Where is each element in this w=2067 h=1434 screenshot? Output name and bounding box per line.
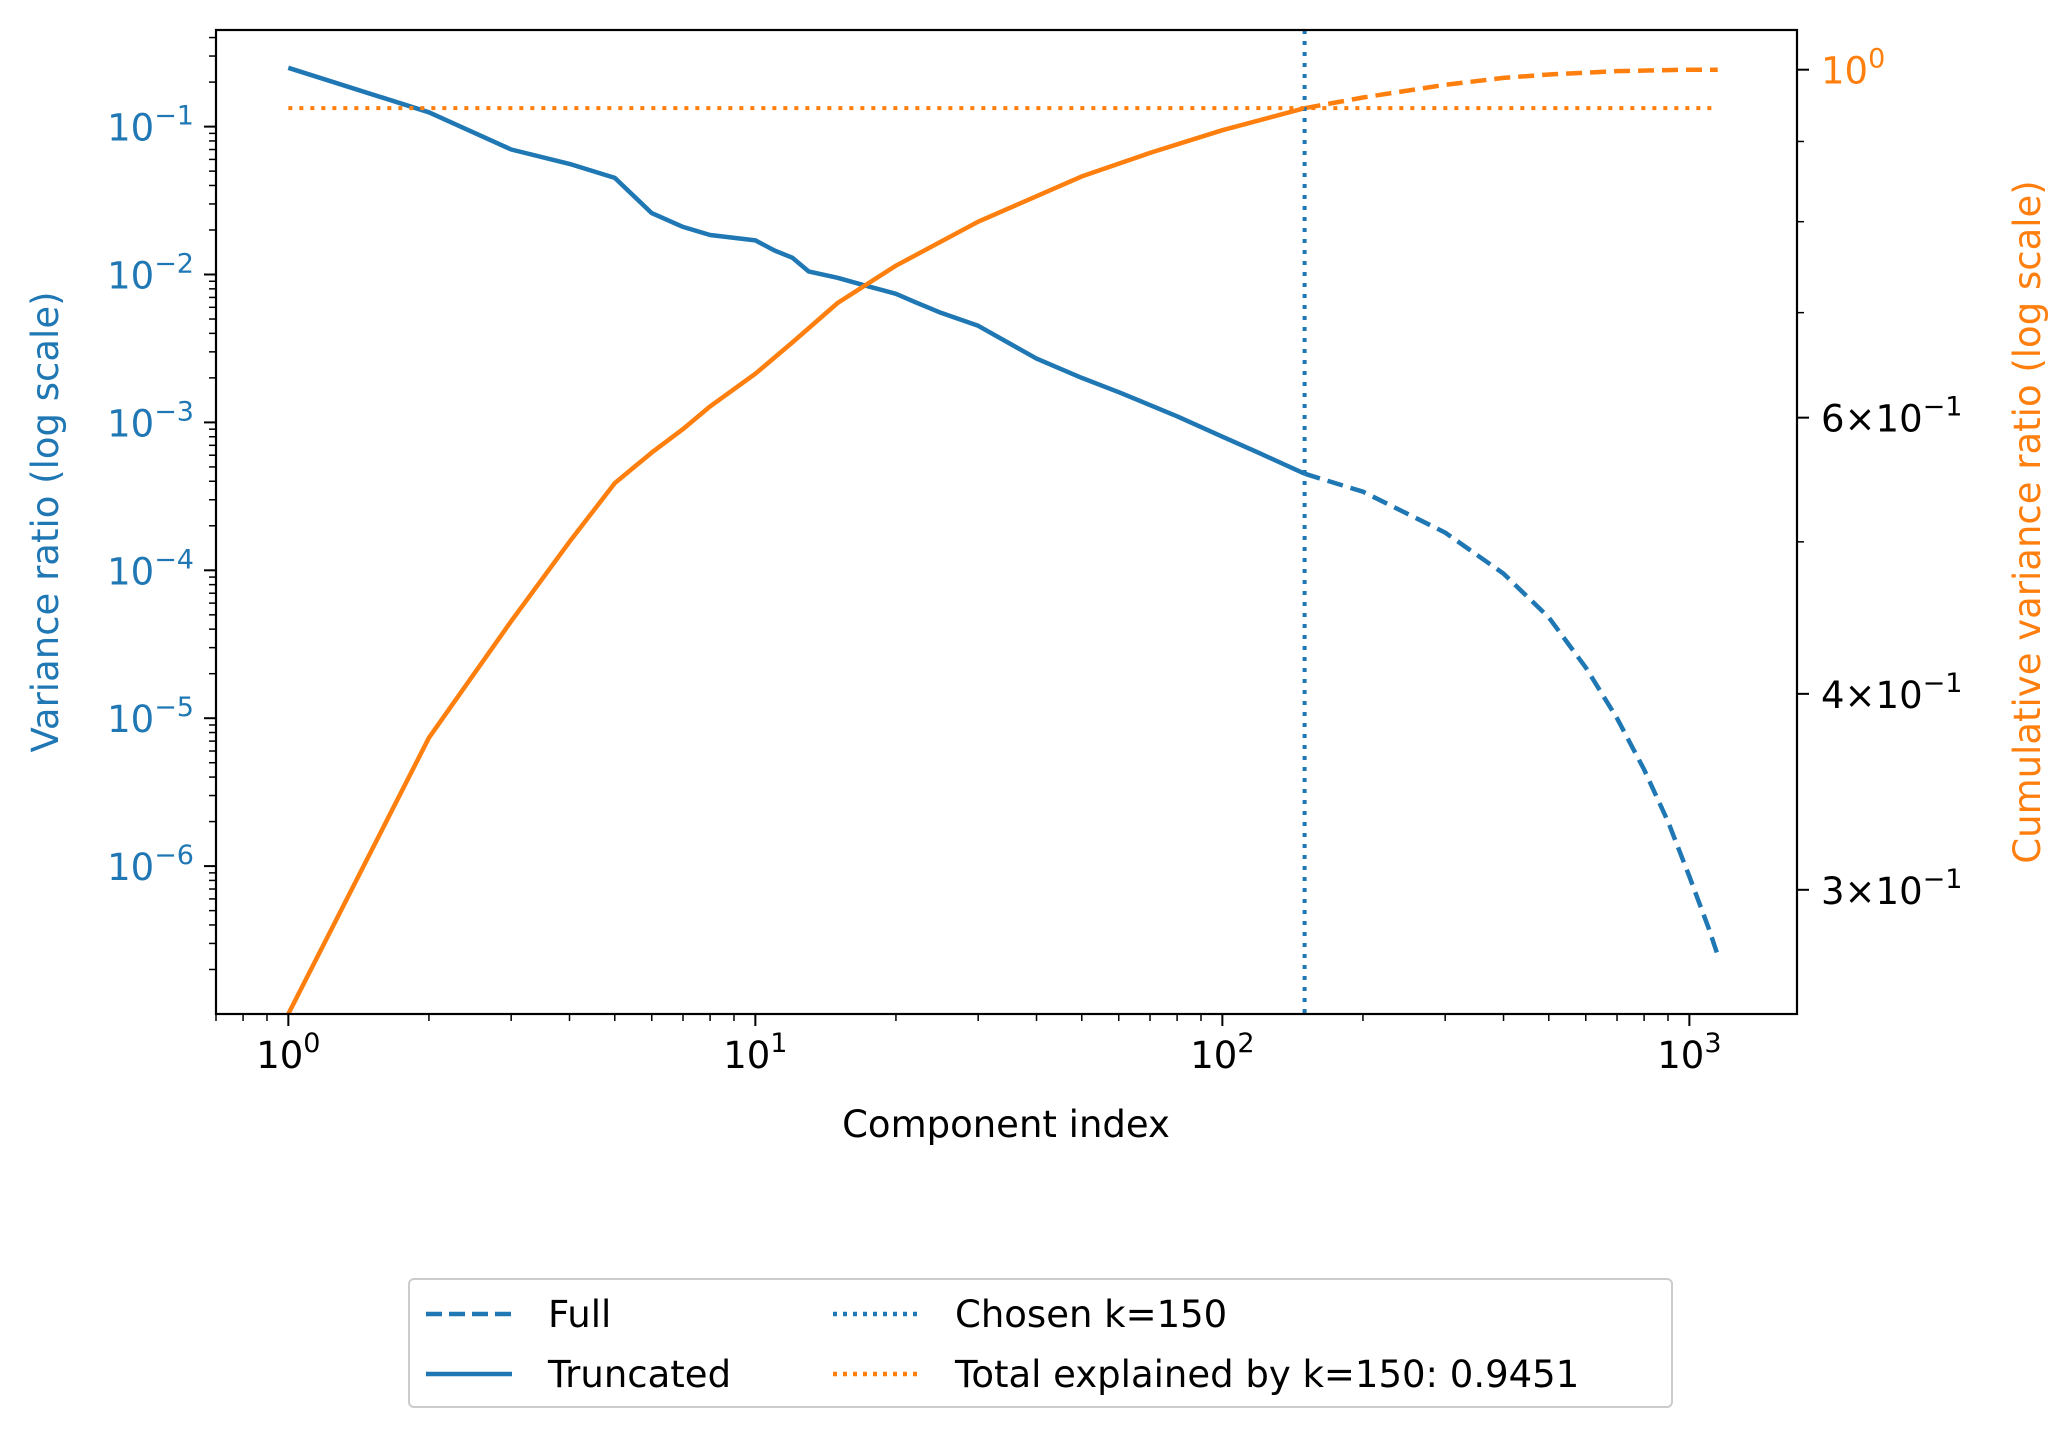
- legend-label-total-explained: Total explained by k=150: 0.9451: [955, 1352, 1580, 1396]
- x-tick-label: 100: [256, 1028, 320, 1077]
- plot-frame: [214, 28, 1799, 1016]
- series-cumulative-full: [1304, 67, 1718, 111]
- legend-item-total-explained: Total explained by k=150: 0.9451: [817, 1346, 1579, 1402]
- left-tick-label: 10−5: [107, 692, 194, 741]
- right-tick-label: 4×10−1: [1821, 668, 1962, 717]
- left-y-axis-label: Variance ratio (log scale): [24, 291, 67, 752]
- legend-swatch-full: [424, 1309, 514, 1319]
- legend-swatch-truncated: [424, 1369, 514, 1379]
- legend-swatch-total-explained: [831, 1369, 921, 1379]
- left-tick-label: 10−4: [107, 544, 194, 593]
- legend: Full Truncated Chosen k=150 Total explai…: [408, 1278, 1673, 1408]
- x-axis-label: Component index: [842, 1103, 1170, 1146]
- legend-item-full: Full: [410, 1286, 611, 1342]
- left-tick-label: 10−3: [107, 396, 194, 445]
- right-tick-label: 3×10−1: [1821, 864, 1962, 913]
- legend-label-chosen-k: Chosen k=150: [955, 1292, 1228, 1336]
- x-tick-label: 103: [1657, 1028, 1721, 1077]
- series-full: [1303, 471, 1720, 956]
- left-tick-label: 10−2: [107, 249, 194, 298]
- left-tick-label: 10−6: [107, 840, 194, 889]
- left-tick-label: 10−1: [107, 101, 194, 150]
- legend-swatch-chosen-k: [831, 1309, 921, 1319]
- legend-item-chosen-k: Chosen k=150: [817, 1286, 1227, 1342]
- right-tick-label: 100: [1821, 44, 1885, 93]
- series-truncated: [287, 65, 1306, 476]
- x-tick-label: 101: [723, 1028, 787, 1077]
- right-y-axis-label: Cumulative variance ratio (log scale): [2006, 180, 2049, 863]
- legend-label-truncated: Truncated: [548, 1352, 732, 1396]
- right-tick-label: 6×10−1: [1821, 392, 1962, 441]
- legend-label-full: Full: [548, 1292, 612, 1336]
- legend-item-truncated: Truncated: [410, 1346, 731, 1402]
- series-cumulative-truncated: [286, 106, 1306, 1016]
- x-tick-label: 102: [1190, 1028, 1254, 1077]
